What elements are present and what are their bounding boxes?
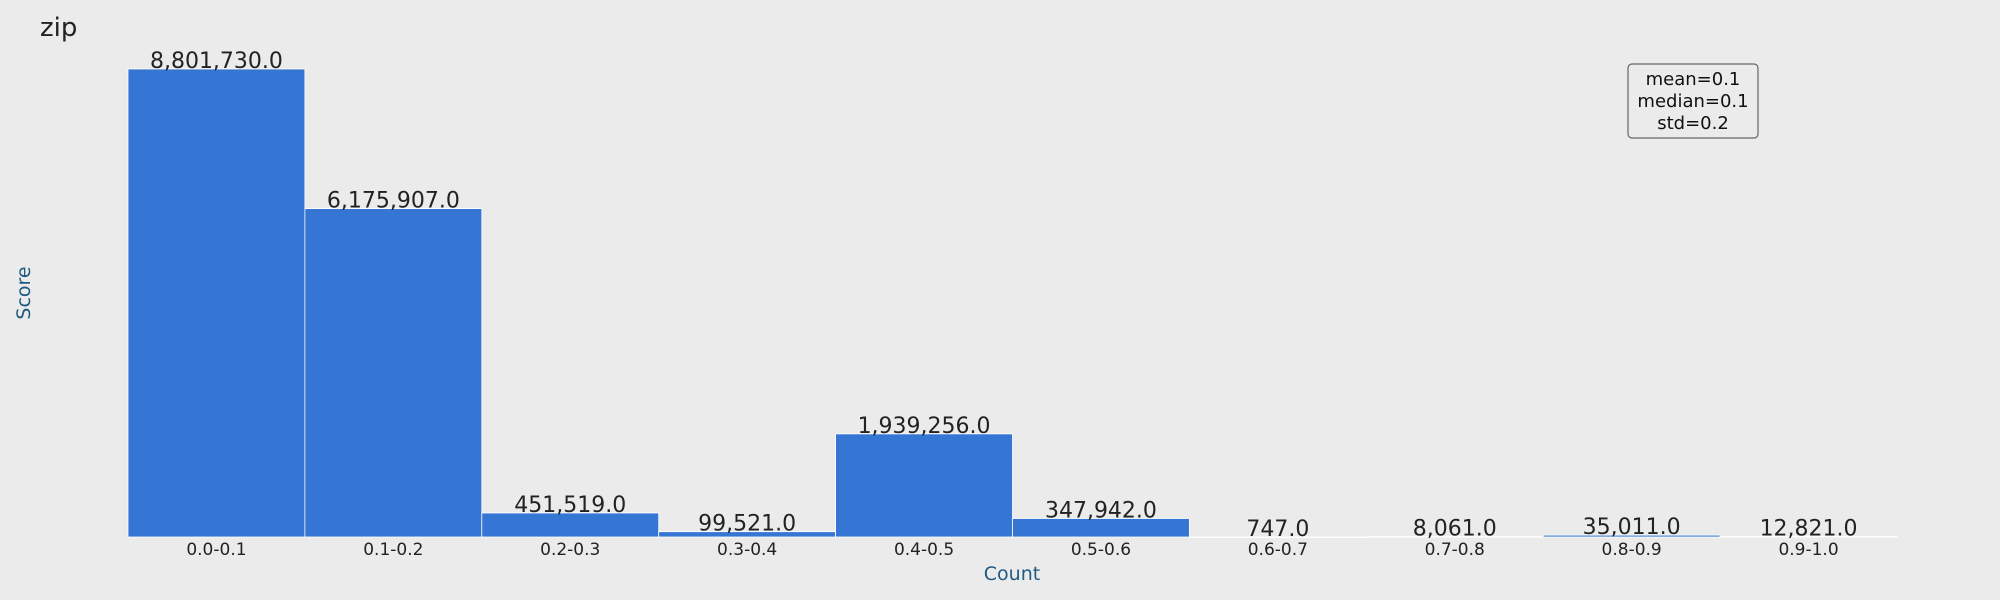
bar-value-label-0.6-0.7: 747.0 bbox=[1246, 517, 1309, 542]
bar-value-label-0.1-0.2: 6,175,907.0 bbox=[327, 189, 460, 214]
bar-value-label-0.7-0.8: 8,061.0 bbox=[1413, 517, 1497, 542]
x-axis-label: Count bbox=[984, 563, 1040, 585]
stats-median: median=0.1 bbox=[1637, 91, 1748, 112]
bar-0.1-0.2 bbox=[304, 208, 483, 538]
stats-std: std=0.2 bbox=[1657, 113, 1729, 134]
stats-box-frame bbox=[1627, 63, 1759, 139]
bar-0.2-0.3 bbox=[481, 512, 660, 538]
bar-labels-group: 8,801,730.0 6,175,907.0 451,519.0 99,521.0 1… bbox=[150, 49, 1858, 542]
x-tick-label-0.2-0.3: 0.2-0.3 bbox=[540, 540, 600, 560]
stats-mean: mean=0.1 bbox=[1646, 69, 1741, 90]
x-tick-label-0.8-0.9: 0.8-0.9 bbox=[1602, 540, 1662, 560]
bar-value-label-0.5-0.6: 347,942.0 bbox=[1045, 499, 1157, 524]
tick-labels-group: 0.0-0.1 0.1-0.2 0.2-0.3 0.3-0.4 0.4-0.5 0.5-0… bbox=[186, 540, 1838, 560]
x-tick-label-0.7-0.8: 0.7-0.8 bbox=[1425, 540, 1485, 560]
x-tick-label-0.5-0.6: 0.5-0.6 bbox=[1071, 540, 1131, 560]
bar-0.5-0.6 bbox=[1012, 518, 1190, 538]
bar-value-label-0.4-0.5: 1,939,256.0 bbox=[858, 414, 991, 439]
bar-0.4-0.5 bbox=[835, 433, 1013, 538]
x-tick-label-0.4-0.5: 0.4-0.5 bbox=[894, 540, 954, 560]
y-axis-label: Score bbox=[13, 266, 35, 319]
stats-box: mean=0.1 median=0.1 std=0.2 bbox=[1627, 63, 1759, 139]
bar-value-label-0.2-0.3: 451,519.0 bbox=[514, 493, 626, 518]
bar-value-label-0.8-0.9: 35,011.0 bbox=[1583, 515, 1681, 540]
bars-group bbox=[127, 68, 1898, 538]
x-tick-label-0.0-0.1: 0.0-0.1 bbox=[186, 540, 246, 560]
x-tick-label-0.9-1.0: 0.9-1.0 bbox=[1778, 540, 1838, 560]
bar-0.9-1.0 bbox=[1719, 535, 1898, 538]
bar-0.0-0.1 bbox=[127, 68, 306, 538]
bar-value-label-0.3-0.4: 99,521.0 bbox=[698, 512, 796, 537]
x-tick-label-0.3-0.4: 0.3-0.4 bbox=[717, 540, 777, 560]
x-tick-label-0.6-0.7: 0.6-0.7 bbox=[1248, 540, 1308, 560]
bar-value-label-0.0-0.1: 8,801,730.0 bbox=[150, 49, 283, 74]
x-tick-label-0.1-0.2: 0.1-0.2 bbox=[363, 540, 423, 560]
bar-value-label-0.9-1.0: 12,821.0 bbox=[1760, 516, 1858, 541]
chart-title: zip bbox=[40, 13, 77, 43]
